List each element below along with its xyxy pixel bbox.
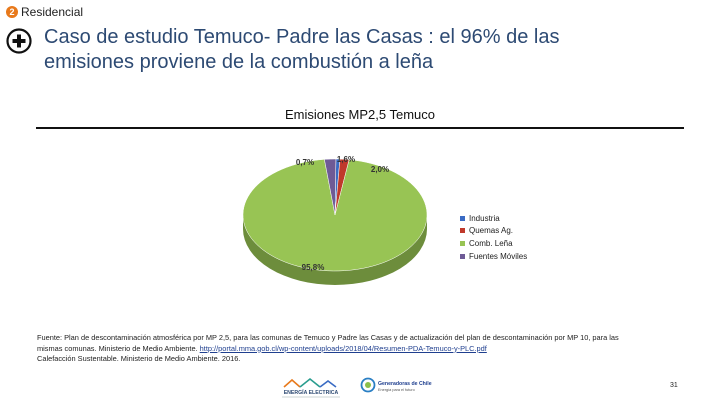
source-link[interactable]: http://portal.mma.gob.cl/wp-content/uplo… xyxy=(199,343,487,353)
chart-legend: Industria Quemas Ag. Comb. Leña Fuentes Móv… xyxy=(460,212,527,262)
source-note: Fuente: Plan de descontaminación atmosfé… xyxy=(37,333,687,365)
chart-title-rule xyxy=(36,127,684,129)
data-label-quemas-ag: 1,6% xyxy=(337,155,355,164)
logo2-text: Generadoras de Chile xyxy=(378,381,432,387)
legend-item-fuentes-móviles: Fuentes Móviles xyxy=(460,250,527,263)
page-number: 31 xyxy=(670,382,678,389)
plus-icon xyxy=(6,28,32,54)
source-line3: Calefacción Sustentable. Ministerio de M… xyxy=(37,354,241,363)
slide-title-line1: Caso de estudio Temuco- Padre las Casas … xyxy=(44,26,560,48)
legend-label: Comb. Leña xyxy=(469,238,513,248)
legend-item-industria: Industria xyxy=(460,212,527,225)
slide-title-line2: emisiones proviene de la combustión a le… xyxy=(44,51,434,73)
legend-label: Quemas Ag. xyxy=(469,226,514,236)
energia-electrica-logo: ENERGÍA ELECTRICA xyxy=(282,377,340,398)
source-line1: Fuente: Plan de descontaminación atmosfé… xyxy=(37,333,619,342)
legend-label: Industria xyxy=(469,213,500,223)
logo1-text: ENERGÍA ELECTRICA xyxy=(284,388,339,396)
legend-item-quemas-ag: Quemas Ag. xyxy=(460,225,527,238)
legend-label: Fuentes Móviles xyxy=(469,251,528,261)
pie-chart: 0,7% 1,6% 95,8% 2,0% xyxy=(242,155,428,285)
logo2-subtext: Energía para el futuro xyxy=(378,388,415,392)
pie-slice-fuentes-móviles xyxy=(324,158,337,216)
data-label-industria: 0,7% xyxy=(296,158,314,167)
data-label-comb-leña: 95,8% xyxy=(302,263,325,272)
pie-slice-comb-leña xyxy=(242,159,428,272)
section-number-badge: 2 xyxy=(6,6,18,18)
legend-swatch xyxy=(460,228,465,234)
data-label-fuentes-móviles: 2,0% xyxy=(371,165,389,174)
legend-swatch xyxy=(460,253,465,259)
slide-title: Caso de estudio Temuco- Padre las Casas … xyxy=(44,25,704,75)
legend-swatch xyxy=(460,215,465,221)
legend-swatch xyxy=(460,240,465,246)
source-line2: mismas comunas. Ministerio de Medio Ambi… xyxy=(37,344,687,355)
chart-title: Emisiones MP2,5 Temuco xyxy=(284,107,436,122)
source-line2-prefix: mismas comunas. Ministerio de Medio Ambi… xyxy=(37,343,198,353)
section-label: Residencial xyxy=(21,5,84,19)
generadoras-de-chile-logo: Generadoras de Chile Energía para el fut… xyxy=(360,377,432,393)
legend-item-comb-leña: Comb. Leña xyxy=(460,237,527,250)
pie-side-comb-leña xyxy=(243,215,427,285)
